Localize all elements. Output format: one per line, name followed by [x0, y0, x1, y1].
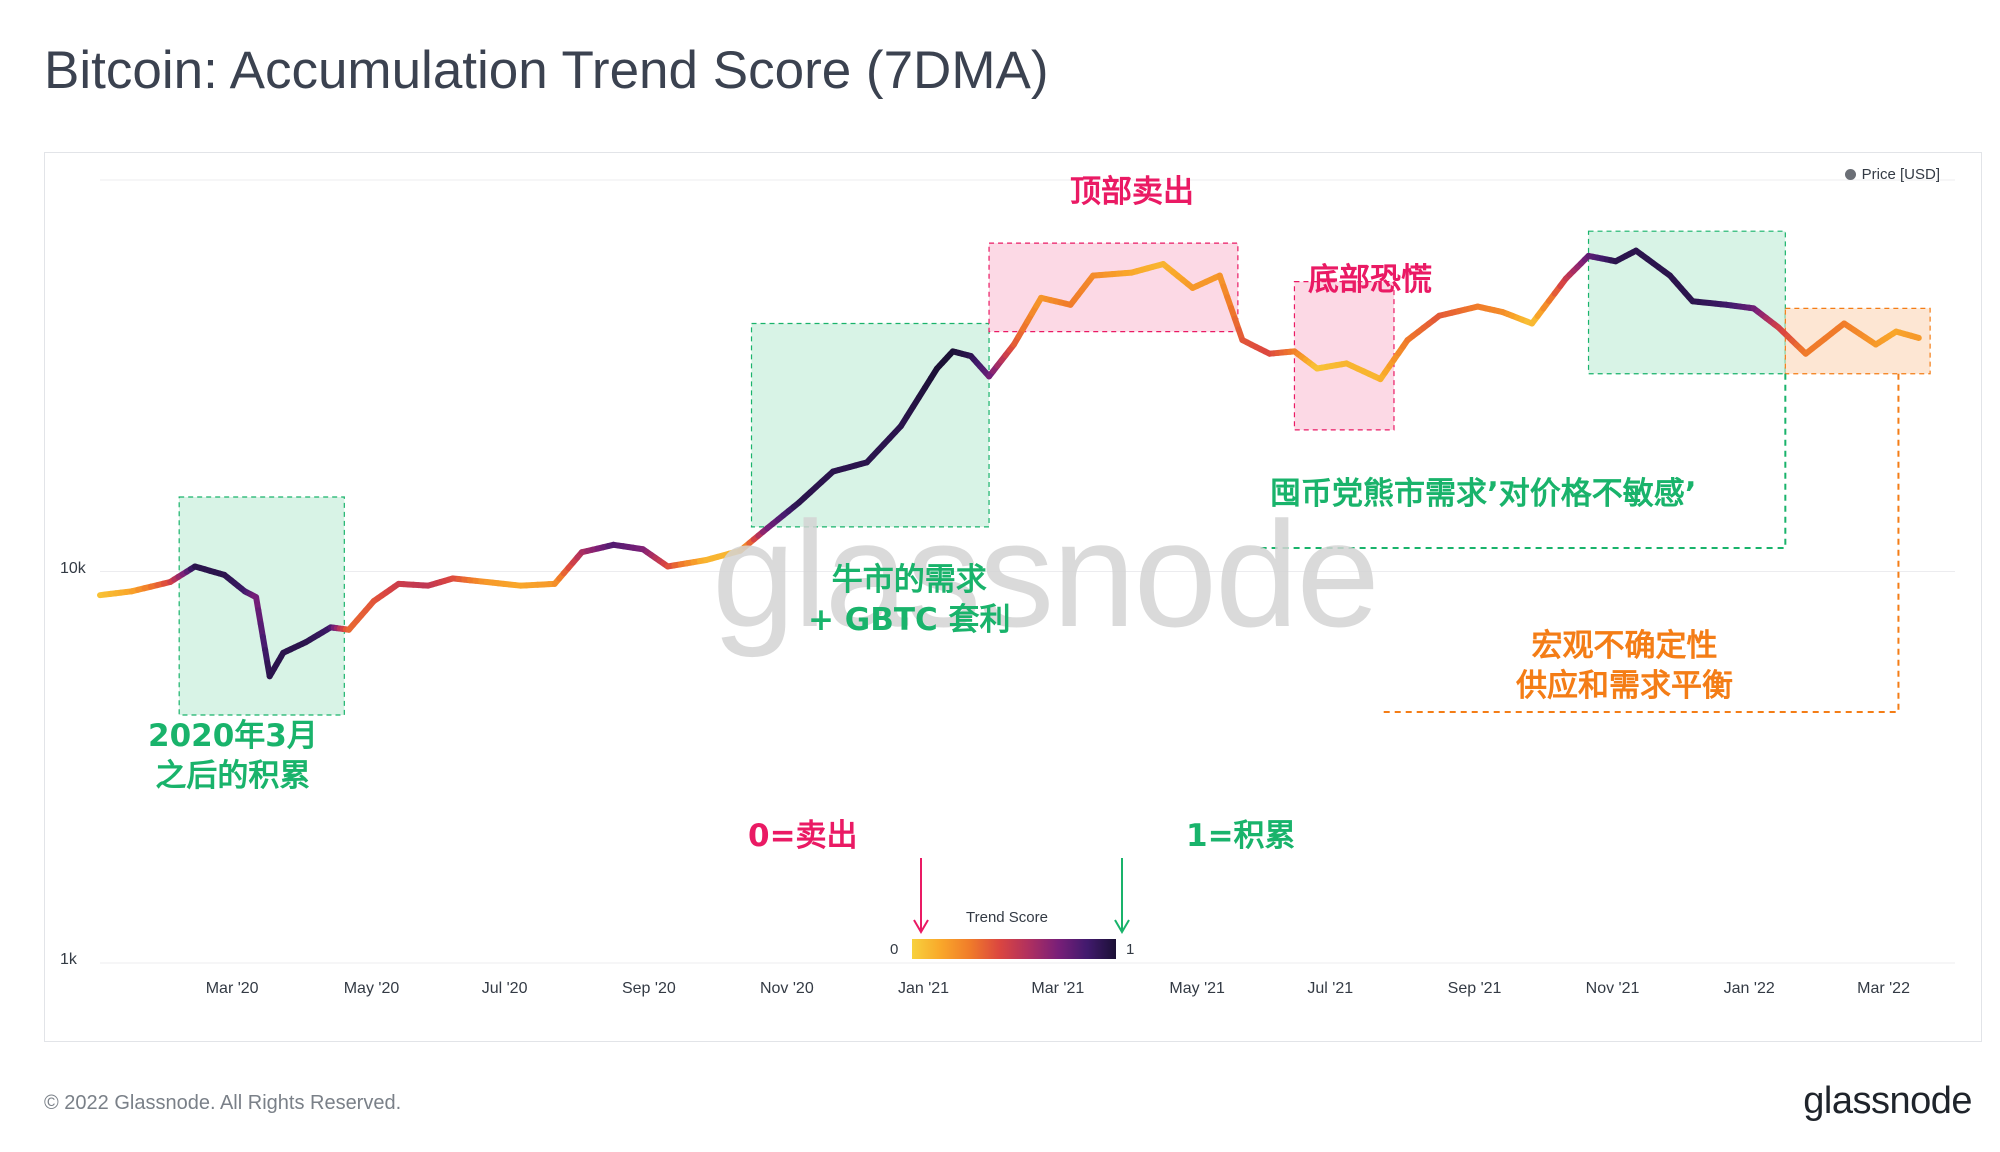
x-tick-label: Jan '21 — [897, 980, 950, 997]
colorbar-max-label: 1 — [1126, 941, 1135, 958]
price-line-segment — [1912, 333, 1922, 341]
legend-dot-icon — [1844, 169, 1856, 180]
annotation-top-sell: 顶部卖出 — [1070, 174, 1194, 210]
annotation-line: 之后的积累 — [155, 758, 311, 794]
annotation-bottom-panic: 底部恐慌 — [1308, 262, 1432, 298]
highlight-region-green — [178, 496, 345, 716]
annotation-zero-sell: 0=卖出 — [748, 818, 858, 854]
x-tick-label: Mar '21 — [1031, 980, 1085, 997]
annotation-macro: 宏观不确定性 供应和需求平衡 — [1516, 626, 1733, 706]
chart-panel — [44, 152, 1982, 1042]
highlight-region-orange — [1784, 307, 1931, 375]
colorbar-title: Trend Score — [966, 909, 1048, 926]
footer-copyright: © 2022 Glassnode. All Rights Reserved. — [44, 1092, 402, 1114]
annotation-bull-demand: 牛市的需求 + GBTC 套利 — [808, 560, 1011, 640]
x-tick-label: Jul '21 — [1307, 980, 1354, 997]
y-tick-label: 10k — [60, 559, 86, 577]
y-tick-label: 1k — [60, 951, 77, 968]
colorbar-min-label: 0 — [890, 941, 899, 958]
guide-line-bear — [1256, 373, 1787, 549]
x-tick-label: Jan '22 — [1723, 980, 1775, 997]
annotation-march-2020: 2020年3月 之后的积累 — [148, 716, 318, 796]
arrow-one-head-icon — [1114, 919, 1130, 934]
watermark: glassnode — [712, 490, 1380, 658]
x-tick-label: Nov '20 — [759, 980, 814, 997]
annotation-line: 供应和需求平衡 — [1516, 668, 1733, 704]
x-tick-label: Sep '21 — [1447, 980, 1502, 997]
x-tick-label: Jul '20 — [481, 980, 528, 997]
brand-logo[interactable]: glassnode — [1803, 1080, 1972, 1122]
annotation-line: 牛市的需求 — [831, 562, 987, 598]
annotation-bear-demand: 囤币党熊市需求’对价格不敏感’ — [1270, 476, 1697, 512]
x-tick-label: May '20 — [343, 980, 400, 997]
x-tick-label: Mar '22 — [1857, 980, 1910, 997]
annotation-one-accumulate: 1=积累 — [1186, 818, 1296, 854]
annotation-line: + GBTC 套利 — [808, 602, 1011, 638]
chart-legend[interactable]: Price [USD] — [1844, 166, 1940, 183]
colorbar-gradient — [912, 939, 1116, 959]
annotation-line: 2020年3月 — [148, 718, 318, 754]
x-tick-label: Mar '20 — [205, 980, 259, 997]
annotation-line: 宏观不确定性 — [1531, 628, 1718, 664]
x-tick-label: Sep '20 — [621, 980, 676, 997]
page-title: Bitcoin: Accumulation Trend Score (7DMA) — [44, 41, 1049, 100]
x-tick-label: Nov '21 — [1585, 980, 1640, 997]
arrow-zero-head-icon — [913, 919, 929, 934]
guide-line-macro — [1382, 373, 1900, 713]
x-tick-label: May '21 — [1169, 980, 1225, 997]
legend-label: Price [USD] — [1861, 166, 1940, 183]
